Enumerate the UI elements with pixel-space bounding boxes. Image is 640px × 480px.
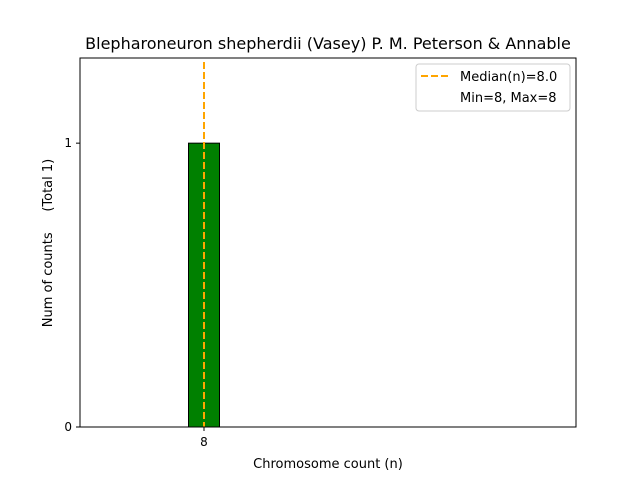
legend-range-label: Min=8, Max=8	[460, 91, 557, 106]
x-axis-label: Chromosome count (n)	[253, 457, 403, 472]
plot-frame	[79, 57, 577, 428]
legend: Median(n)=8.0 Min=8, Max=8	[415, 63, 571, 112]
x-axis-ticks: 8	[200, 427, 208, 449]
legend-median-label: Median(n)=8.0	[460, 70, 557, 85]
plot-area	[80, 62, 452, 428]
y-axis-ticks: 01	[64, 136, 80, 434]
chart-title: Blepharoneuron shepherdii (Vasey) P. M. …	[85, 34, 571, 53]
y-tick-label: 1	[64, 136, 72, 150]
y-axis-label: Num of counts (Total 1)	[41, 159, 56, 327]
y-tick-label: 0	[64, 420, 72, 434]
x-tick-label: 8	[200, 435, 208, 449]
legend-box	[415, 63, 571, 112]
